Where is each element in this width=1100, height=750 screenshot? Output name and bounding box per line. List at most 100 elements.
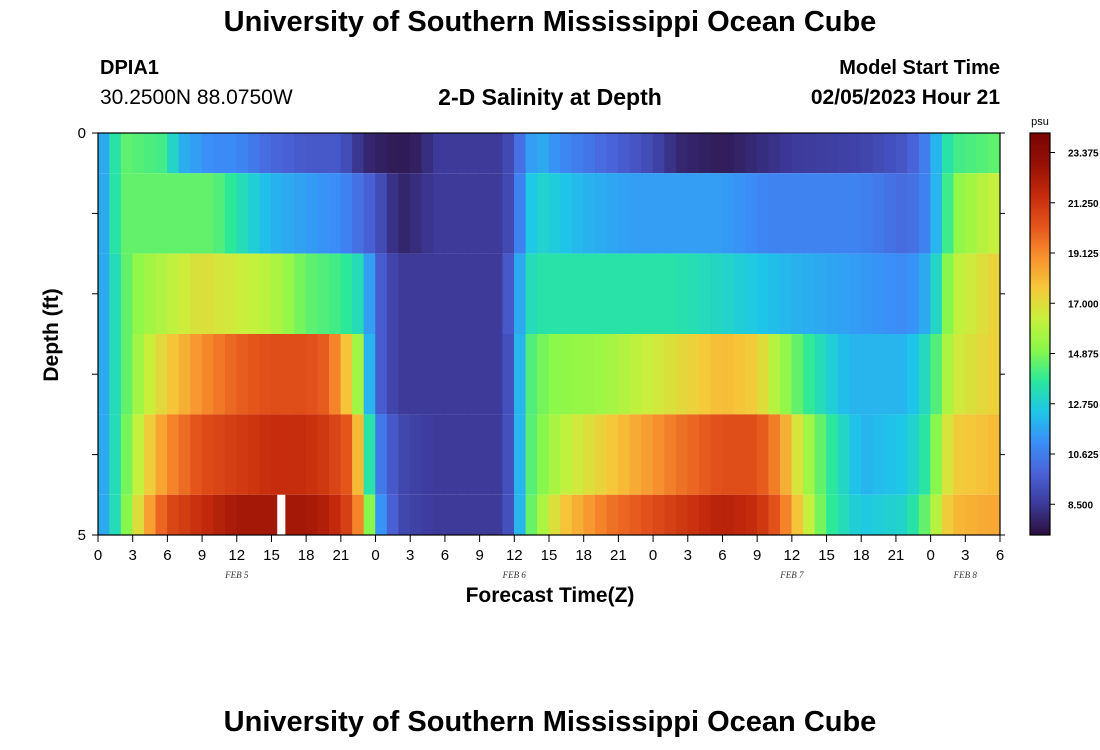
- heatmap-cell-0-27: [409, 133, 423, 174]
- heatmap-cell-0-69: [895, 133, 908, 174]
- heatmap-cell-4-53: [710, 414, 723, 495]
- heatmap-cell-4-39: [548, 414, 561, 495]
- heatmap-cell-5-76: [976, 494, 989, 535]
- heatmap-cell-1-17: [294, 173, 307, 254]
- heatmap-cell-1-34: [490, 173, 504, 254]
- heatmap-cell-4-4: [143, 414, 157, 495]
- heatmap-cell-1-36: [514, 173, 527, 254]
- heatmap-cell-3-33: [479, 334, 492, 415]
- heatmap-cell-4-75: [965, 414, 978, 495]
- heatmap-cell-0-63: [826, 133, 839, 174]
- heatmap-cell-2-5: [155, 253, 168, 334]
- heatmap-cell-4-17: [294, 414, 307, 495]
- heatmap-cell-1-2: [120, 173, 133, 254]
- heatmap-cell-1-35: [502, 173, 515, 254]
- y-tick-label: 5: [78, 527, 86, 544]
- heatmap-cell-2-28: [421, 253, 434, 334]
- heatmap-cell-4-69: [895, 414, 908, 495]
- heatmap-cell-4-11: [224, 414, 238, 495]
- heatmap-cell-5-19: [317, 494, 330, 535]
- heatmap-cell-0-77: [988, 133, 1001, 174]
- heatmap-cell-4-55: [733, 414, 746, 495]
- heatmap-cell-3-15: [271, 334, 284, 415]
- heatmap-cell-2-36: [514, 253, 527, 334]
- heatmap-cell-0-8: [190, 133, 203, 174]
- heatmap-cell-1-44: [606, 173, 619, 254]
- heatmap-cell-2-65: [849, 253, 862, 334]
- heatmap-cell-5-0: [97, 494, 110, 535]
- date-label: FEB 5: [224, 570, 249, 580]
- heatmap-cell-0-39: [548, 133, 561, 174]
- heatmap-cell-4-68: [884, 414, 897, 495]
- heatmap-cell-3-77: [988, 334, 1001, 415]
- heatmap-cell-3-64: [837, 334, 850, 415]
- heatmap-cell-4-44: [606, 414, 619, 495]
- x-axis-label: Forecast Time(Z): [465, 584, 635, 607]
- heatmap-cell-2-1: [109, 253, 122, 334]
- heatmap-cell-4-14: [259, 414, 272, 495]
- heatmap-cell-0-35: [502, 133, 515, 174]
- heatmap-cell-5-69: [895, 494, 908, 535]
- heatmap-cell-1-0: [97, 173, 110, 254]
- heatmap-cell-2-39: [548, 253, 561, 334]
- heatmap-cell-4-6: [167, 414, 180, 495]
- heatmap-cell-2-63: [826, 253, 839, 334]
- x-tick-label: 21: [333, 547, 350, 564]
- heatmap-cell-3-53: [710, 334, 723, 415]
- heatmap-cell-2-2: [120, 253, 133, 334]
- heatmap-cell-3-65: [849, 334, 862, 415]
- heatmap-cell-5-73: [941, 494, 955, 535]
- heatmap-cell-2-20: [328, 253, 342, 334]
- heatmap-cell-0-24: [375, 133, 388, 174]
- heatmap-cell-2-34: [490, 253, 504, 334]
- heatmap-cell-3-74: [953, 334, 966, 415]
- heatmap-cell-1-58: [768, 173, 781, 254]
- heatmap-cell-5-41: [571, 494, 584, 535]
- heatmap-cell-2-72: [930, 253, 943, 334]
- heatmap-cell-4-71: [918, 414, 931, 495]
- x-tick-label: 18: [298, 547, 315, 564]
- heatmap-cell-5-65: [849, 494, 862, 535]
- heatmap-cell-3-24: [375, 334, 388, 415]
- heatmap-cell-4-32: [467, 414, 480, 495]
- heatmap-cell-4-15: [271, 414, 284, 495]
- heatmap-cell-5-14: [259, 494, 272, 535]
- heatmap-cell-5-20: [328, 494, 342, 535]
- x-tick-label: 12: [784, 547, 801, 564]
- heatmap-cell-4-0: [97, 414, 110, 495]
- heatmap-cell-2-64: [837, 253, 850, 334]
- date-label: FEB 6: [502, 570, 527, 580]
- heatmap-cell-4-35: [502, 414, 515, 495]
- heatmap-cell-5-6: [167, 494, 180, 535]
- heatmap-cell-2-71: [918, 253, 931, 334]
- heatmap-cell-4-48: [652, 414, 665, 495]
- heatmap-cell-1-41: [571, 173, 584, 254]
- heatmap-cell-5-35: [502, 494, 515, 535]
- heatmap-cell-3-72: [930, 334, 943, 415]
- heatmap-cell-0-11: [224, 133, 238, 174]
- heatmap-cell-4-49: [664, 414, 677, 495]
- heatmap-cell-2-11: [224, 253, 238, 334]
- heatmap-cell-2-27: [409, 253, 423, 334]
- heatmap-cell-4-2: [120, 414, 133, 495]
- page-title: University of Southern Mississippi Ocean…: [223, 6, 877, 38]
- heatmap-cell-4-56: [745, 414, 758, 495]
- heatmap-cell-5-44: [606, 494, 619, 535]
- heatmap-cell-1-37: [525, 173, 538, 254]
- heatmap-cell-3-31: [456, 334, 469, 415]
- heatmap-cell-3-14: [259, 334, 272, 415]
- heatmap-cell-0-19: [317, 133, 330, 174]
- heatmap-cell-5-72: [930, 494, 943, 535]
- heatmap-cell-2-73: [941, 253, 955, 334]
- heatmap-cell-2-4: [143, 253, 157, 334]
- heatmap-cell-3-48: [652, 334, 665, 415]
- heatmap-cell-1-66: [860, 173, 874, 254]
- heatmap-cell-1-69: [895, 173, 908, 254]
- heatmap-cell-3-54: [722, 334, 735, 415]
- heatmap-cell-2-9: [201, 253, 214, 334]
- heatmap-cell-0-56: [745, 133, 758, 174]
- heatmap-cell-4-19: [317, 414, 330, 495]
- heatmap-cell-2-76: [976, 253, 989, 334]
- heatmap-cell-5-12: [236, 494, 249, 535]
- heatmap-cell-3-43: [594, 334, 608, 415]
